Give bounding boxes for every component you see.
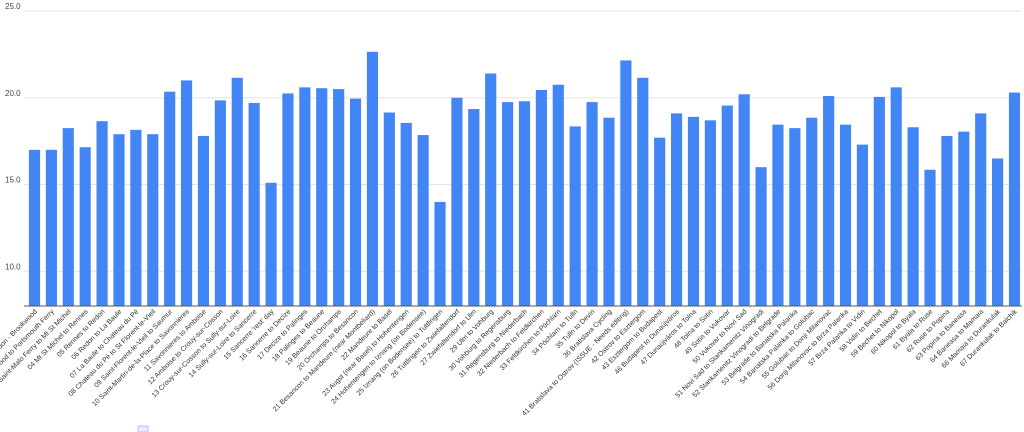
bar[interactable]: [721, 105, 733, 306]
bar[interactable]: [975, 113, 987, 306]
bar[interactable]: [197, 135, 210, 306]
bar[interactable]: [180, 80, 193, 306]
y-tick-label: 25.0: [5, 2, 21, 11]
bar[interactable]: [670, 113, 683, 306]
bar[interactable]: [383, 112, 395, 306]
bar[interactable]: [349, 98, 362, 306]
bar[interactable]: [316, 88, 328, 307]
bar[interactable]: [907, 127, 919, 306]
y-tick-label: 10.0: [5, 262, 21, 271]
bar[interactable]: [637, 77, 649, 306]
bar[interactable]: [856, 144, 869, 306]
bar[interactable]: [231, 77, 243, 306]
bar[interactable]: [586, 102, 598, 307]
bar[interactable]: [687, 116, 700, 307]
y-axis-tick-labels: 10.0 15.0 20.0 25.0: [5, 2, 21, 271]
bar[interactable]: [654, 137, 666, 306]
bar[interactable]: [772, 124, 784, 306]
bar[interactable]: [620, 60, 632, 306]
y-tick-label: 15.0: [5, 176, 21, 185]
bar[interactable]: [535, 89, 547, 307]
bar[interactable]: [789, 128, 801, 306]
bar[interactable]: [45, 149, 57, 306]
bar[interactable]: [451, 97, 463, 306]
bar[interactable]: [958, 131, 970, 306]
bar[interactable]: [704, 120, 716, 306]
bar[interactable]: [890, 87, 902, 307]
bar[interactable]: [164, 91, 176, 306]
bar[interactable]: [755, 167, 767, 306]
bar[interactable]: [79, 147, 91, 306]
legend-swatch[interactable]: [137, 425, 149, 432]
bar[interactable]: [603, 117, 615, 307]
bar[interactable]: [518, 101, 531, 306]
bar[interactable]: [485, 73, 497, 307]
bar[interactable]: [214, 100, 226, 306]
bar[interactable]: [147, 134, 159, 306]
bar[interactable]: [924, 169, 936, 306]
bar[interactable]: [502, 102, 514, 307]
bar[interactable]: [992, 158, 1004, 307]
bar[interactable]: [823, 96, 835, 306]
bar[interactable]: [738, 94, 750, 306]
bar[interactable]: [333, 89, 345, 307]
bar[interactable]: [62, 128, 74, 306]
bars: [28, 51, 1021, 307]
bar[interactable]: [941, 135, 953, 306]
bar[interactable]: [434, 201, 446, 306]
bar[interactable]: [248, 102, 260, 307]
bar[interactable]: [28, 149, 41, 306]
bar[interactable]: [130, 129, 142, 306]
y-tick-label: 20.0: [5, 89, 21, 98]
x-axis-category-labels: 01 London - Brookwood02 Brookwood to Por…: [0, 308, 1019, 418]
bar[interactable]: [468, 109, 480, 306]
bar[interactable]: [569, 126, 581, 306]
bar[interactable]: [282, 93, 294, 306]
bar[interactable]: [552, 84, 564, 306]
bar[interactable]: [1008, 92, 1021, 306]
bar[interactable]: [873, 96, 885, 306]
bar[interactable]: [113, 134, 125, 306]
bar[interactable]: [839, 124, 852, 306]
bar[interactable]: [806, 117, 818, 307]
bar[interactable]: [96, 121, 108, 306]
bar[interactable]: [417, 135, 429, 306]
bar[interactable]: [265, 182, 277, 306]
bar[interactable]: [400, 122, 412, 306]
bar[interactable]: [299, 87, 311, 307]
bar[interactable]: [366, 51, 379, 306]
